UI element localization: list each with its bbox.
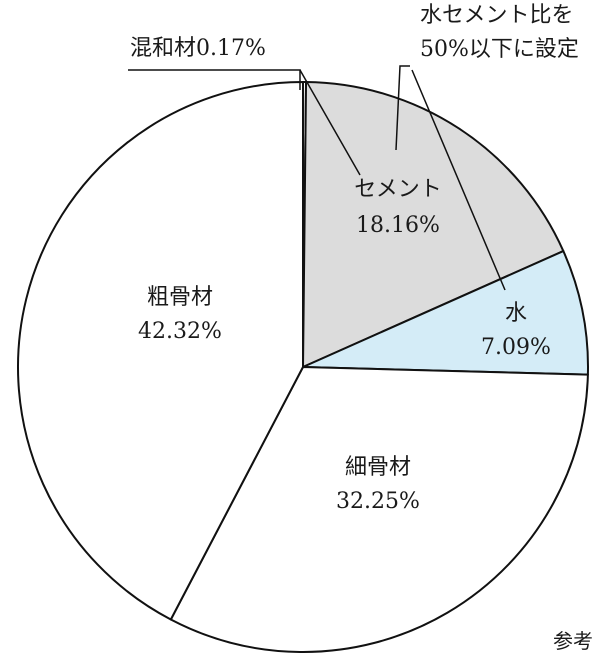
admixture-callout-label: 混和材0.17% (130, 36, 266, 61)
slice-name-fine-aggregate: 細骨材 (345, 455, 411, 480)
slice-value-fine-aggregate: 32.25% (336, 489, 420, 514)
slice-value-water: 7.09% (481, 335, 551, 360)
annotation-line-2: 50%以下に設定 (420, 37, 579, 62)
annotation-leader-cement (395, 65, 410, 151)
admixture-to-cement-leader (299, 69, 361, 176)
slice-name-cement: セメント (354, 177, 442, 202)
annotation-leader-water (411, 69, 506, 291)
slice-name-water: 水 (505, 301, 527, 326)
pie-slice-water (302, 250, 589, 376)
leader-lines (128, 65, 506, 291)
slice-value-coarse-aggregate: 42.32% (138, 319, 222, 344)
pie-slice-fine-aggregate (169, 366, 589, 653)
pie-slices (17, 81, 589, 653)
slice-value-cement: 18.16% (356, 213, 440, 238)
pie-slice-cement (302, 81, 565, 368)
pie-slice-coarse-aggregate (17, 81, 304, 621)
slice-name-coarse-aggregate: 粗骨材 (147, 285, 213, 310)
slice-labels: セメント 18.16% 水 7.09% 細骨材 32.25% 粗骨材 42.32% (138, 177, 551, 514)
annotation-line-1: 水セメント比を (420, 3, 574, 28)
source-note: 参考 (553, 629, 593, 653)
